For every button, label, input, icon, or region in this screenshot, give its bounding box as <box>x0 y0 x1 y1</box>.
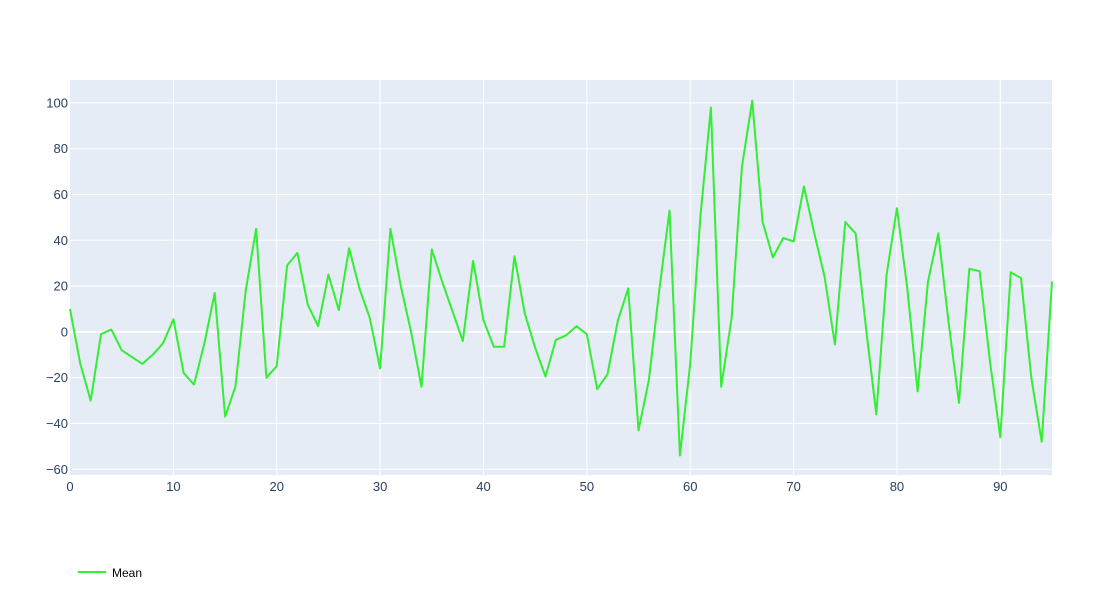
y-axis: −60 −40 −20 0 20 40 60 80 100 <box>46 95 68 476</box>
y-tick-label: −40 <box>46 416 68 431</box>
y-tick-label: 80 <box>54 141 68 156</box>
y-tick-label: −20 <box>46 370 68 385</box>
x-tick-label: 0 <box>66 479 73 494</box>
x-tick-label: 30 <box>373 479 387 494</box>
x-tick-label: 70 <box>786 479 800 494</box>
x-tick-label: 10 <box>166 479 180 494</box>
y-tick-label: 40 <box>54 233 68 248</box>
x-tick-label: 40 <box>476 479 490 494</box>
x-tick-label: 60 <box>683 479 697 494</box>
x-tick-label: 50 <box>580 479 594 494</box>
y-tick-label: 0 <box>61 324 68 339</box>
y-tick-label: 100 <box>46 95 68 110</box>
x-tick-label: 90 <box>993 479 1007 494</box>
series-group <box>69 99 1053 457</box>
y-tick-label: 20 <box>54 279 68 294</box>
legend-label-mean: Mean <box>112 566 142 580</box>
grid-lines <box>70 80 1052 475</box>
x-tick-label: 80 <box>890 479 904 494</box>
legend[interactable]: Mean <box>78 566 142 580</box>
series-line-mean <box>69 99 1053 457</box>
y-tick-label: −60 <box>46 462 68 477</box>
x-tick-label: 20 <box>270 479 284 494</box>
x-axis: 0 10 20 30 40 50 60 70 80 90 <box>66 479 1007 494</box>
y-tick-label: 60 <box>54 187 68 202</box>
plot-area <box>70 80 1052 475</box>
